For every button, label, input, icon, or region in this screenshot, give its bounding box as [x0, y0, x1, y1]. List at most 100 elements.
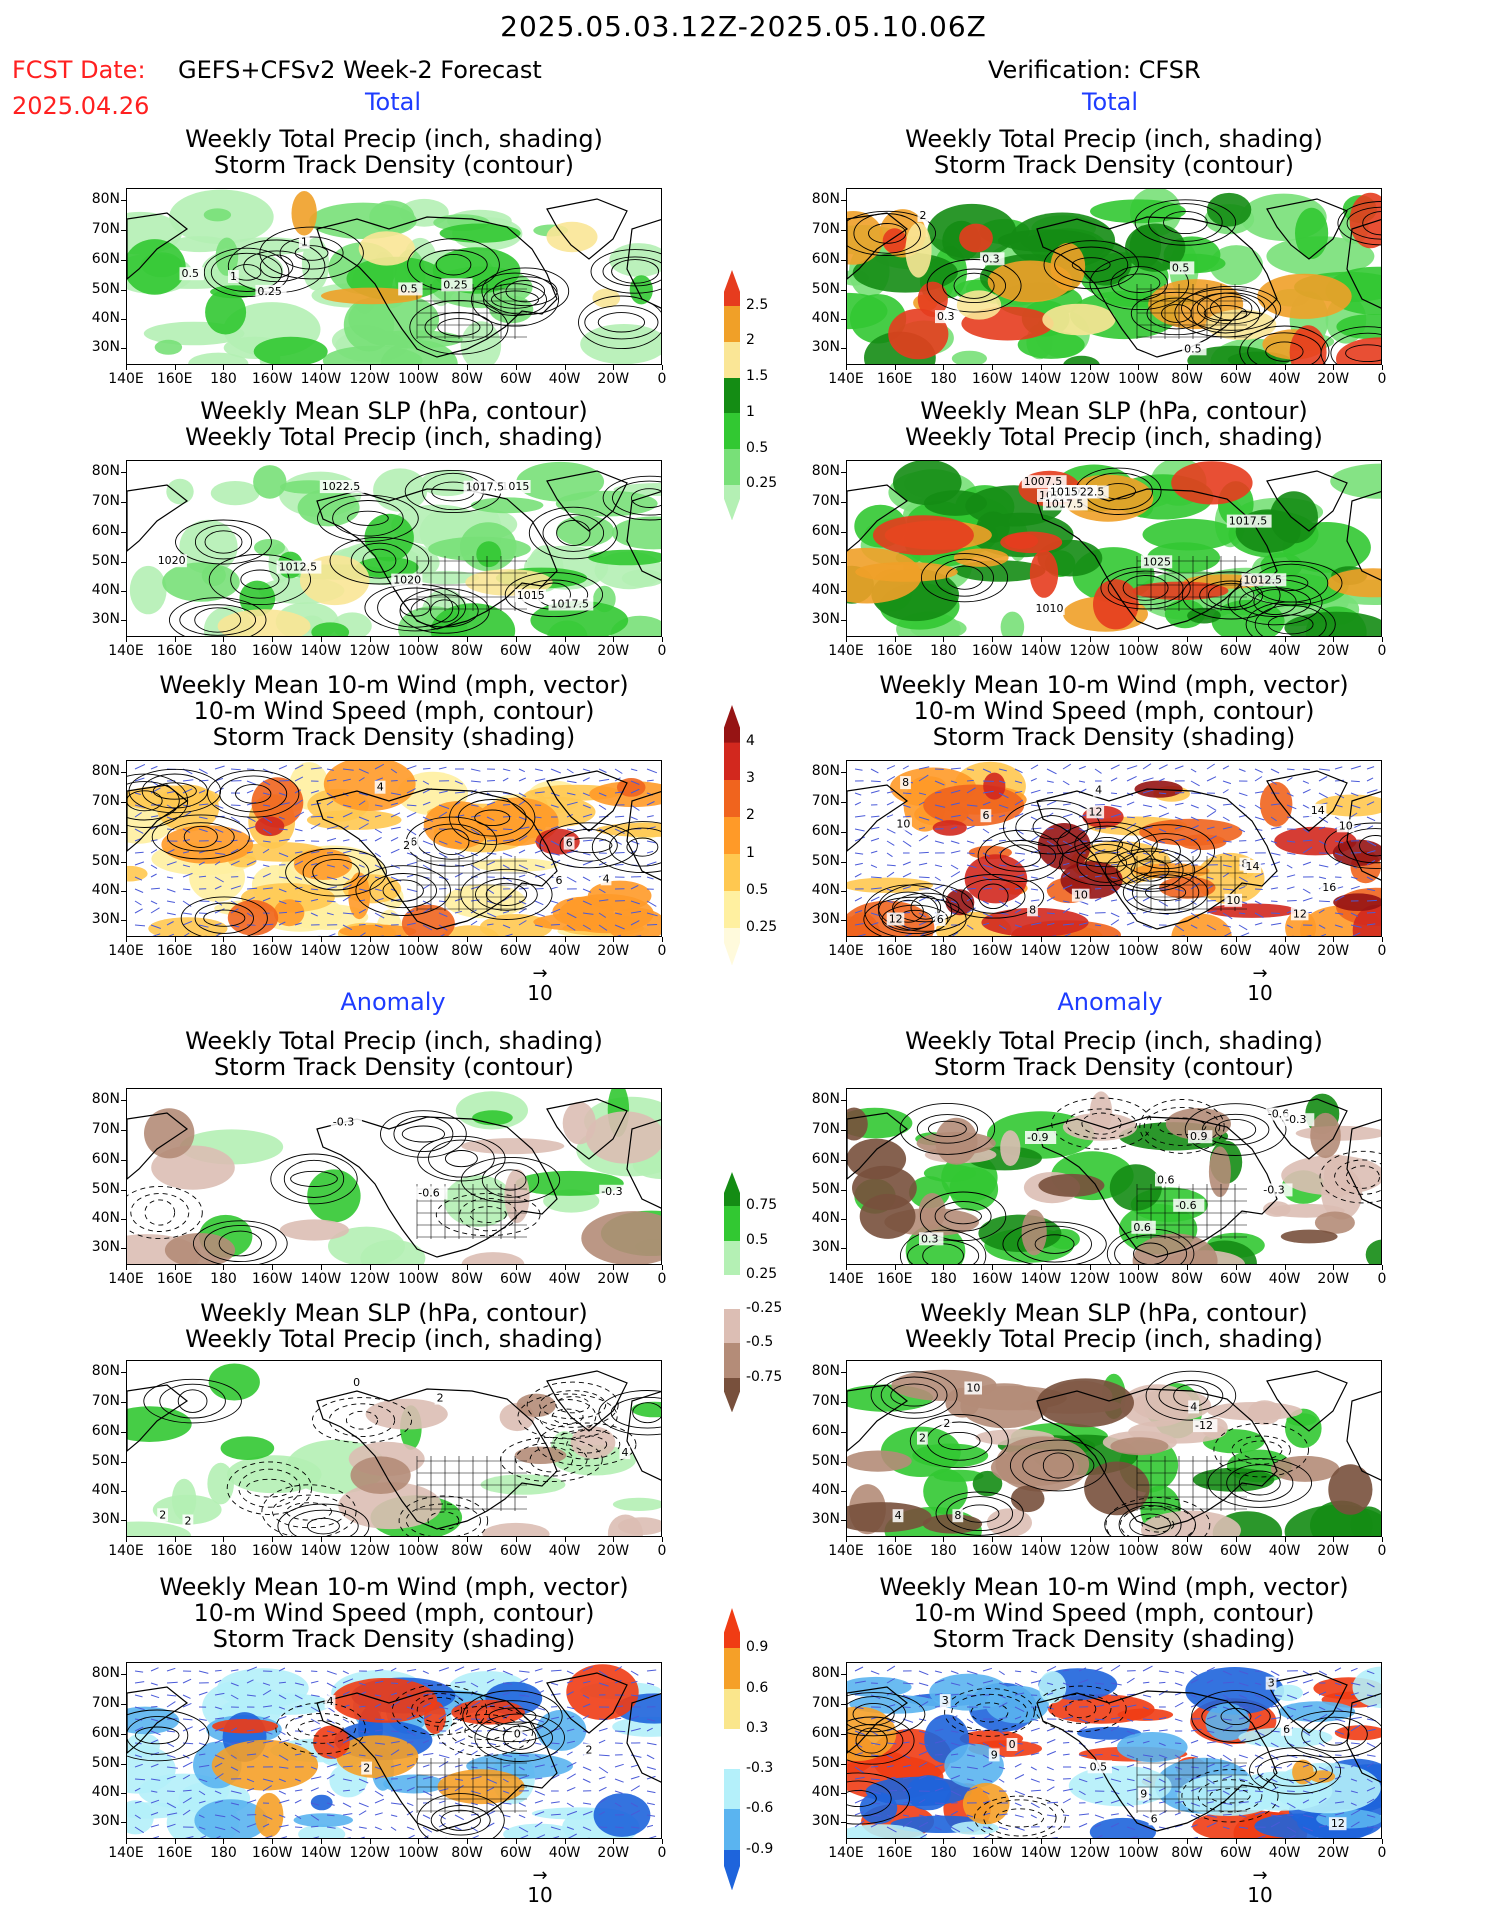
wind-vector — [470, 1802, 478, 1806]
contour-line — [166, 822, 235, 852]
wind-vector — [1078, 828, 1088, 833]
shading-blob — [865, 1776, 972, 1806]
wind-vector — [934, 791, 942, 794]
contour-line — [864, 884, 953, 936]
wind-vector — [582, 900, 592, 906]
lon-label: 0 — [657, 643, 667, 659]
wind-vector — [966, 1778, 974, 1781]
wind-vector — [278, 1824, 289, 1828]
contour-line — [1003, 800, 1101, 855]
wind-vector — [134, 1670, 144, 1673]
wind-vector — [182, 779, 194, 782]
map-panel: 1020 1015 1015 1012.5 1017.5 1020 1017.5 1022.5 — [126, 460, 662, 637]
contour-line — [218, 1230, 262, 1257]
wind-vector — [214, 1762, 223, 1768]
wind-vector — [582, 1826, 592, 1832]
wind-vector — [1078, 814, 1087, 818]
contour-line — [974, 1795, 1066, 1838]
wind-vector — [582, 1680, 591, 1684]
wind-vector — [310, 863, 318, 866]
contour-line — [890, 1383, 938, 1407]
shading-blob — [291, 191, 317, 236]
wind-vector — [342, 1737, 353, 1744]
contour-label-bg — [1086, 805, 1105, 819]
contour-line — [380, 1110, 467, 1158]
wind-vector — [520, 1834, 529, 1838]
shading-blob — [951, 1821, 999, 1835]
lon-label: 100W — [1118, 1845, 1159, 1861]
wind-vector — [438, 1713, 447, 1720]
wind-vector — [982, 887, 992, 890]
wind-vector — [966, 888, 976, 890]
wind-vector — [1126, 1677, 1135, 1684]
wind-vector — [870, 1754, 879, 1757]
wind-vector — [950, 1670, 959, 1675]
wind-vector — [1190, 1824, 1198, 1828]
lon-tick — [1284, 365, 1286, 370]
wind-vector — [470, 1826, 479, 1832]
wind-vector — [614, 852, 625, 854]
contour-label-bg — [917, 1431, 928, 1445]
lon-tick — [1187, 637, 1189, 642]
wind-vector — [182, 1809, 191, 1816]
wind-vector — [1366, 1798, 1375, 1804]
colorbar-segment — [724, 341, 740, 378]
wind-vector — [342, 768, 354, 771]
wind-vector — [342, 1802, 352, 1808]
panel-title: Weekly Total Precip (inch, shading) Storm… — [114, 126, 674, 178]
lon-tick — [564, 937, 566, 942]
lon-label: 180 — [210, 371, 237, 387]
wind-vector — [214, 1790, 222, 1795]
lon-tick — [1235, 1839, 1237, 1844]
wind-vector — [630, 1728, 641, 1732]
wind-vector — [1158, 764, 1168, 770]
coastline — [626, 1391, 661, 1481]
shading-blob — [516, 1393, 556, 1417]
contour-label-bg — [935, 310, 960, 324]
wind-vector — [1222, 803, 1233, 806]
wind-vector — [1206, 1754, 1216, 1760]
contour-line — [1267, 614, 1314, 635]
panel-title-line: 10-m Wind Speed (mph, contour) — [913, 697, 1315, 725]
contour-line — [1114, 1234, 1188, 1264]
wind-vector — [374, 1742, 385, 1745]
wind-vector — [1142, 1665, 1153, 1672]
wind-vector — [358, 1826, 367, 1829]
contour-label: 6 — [566, 837, 573, 850]
lat-label: 40N — [811, 1784, 840, 1800]
wind-vector — [214, 1814, 226, 1818]
wind-vector — [1174, 1824, 1183, 1828]
lat-tick — [121, 1822, 126, 1823]
wind-vector — [1046, 896, 1056, 902]
lon-tick — [1284, 1537, 1286, 1542]
wind-vector — [198, 1800, 206, 1804]
lat-tick — [841, 772, 846, 773]
wind-vector — [358, 768, 369, 774]
wind-vector — [150, 765, 158, 770]
wind-vector — [1350, 792, 1359, 797]
wind-vector — [1254, 837, 1266, 842]
fcst-model-label: GEFS+CFSv2 Week-2 Forecast — [178, 56, 542, 84]
wind-vector — [1350, 912, 1359, 917]
lat-tick — [121, 891, 126, 892]
wind-vector — [1174, 1742, 1182, 1744]
wind-vector — [406, 1730, 416, 1737]
contour-label-bg — [980, 252, 1005, 266]
shading-blob — [482, 1522, 550, 1536]
wind-vector — [1318, 1766, 1328, 1772]
wind-vector — [486, 1778, 498, 1784]
lat-tick — [121, 1793, 126, 1794]
wind-vector — [342, 884, 352, 890]
wind-vector — [614, 924, 625, 930]
contour-line — [1215, 1118, 1257, 1141]
contour-label-bg — [1224, 893, 1242, 907]
contour-line — [528, 506, 618, 560]
wind-vector — [1318, 864, 1329, 868]
wind-vector — [902, 861, 911, 866]
wind-vector — [534, 849, 544, 854]
lon-tick — [223, 365, 225, 370]
wind-vector — [646, 912, 658, 917]
coastline — [1036, 488, 1278, 630]
colorbar-segment — [724, 1769, 740, 1810]
shading-blob — [253, 336, 328, 364]
